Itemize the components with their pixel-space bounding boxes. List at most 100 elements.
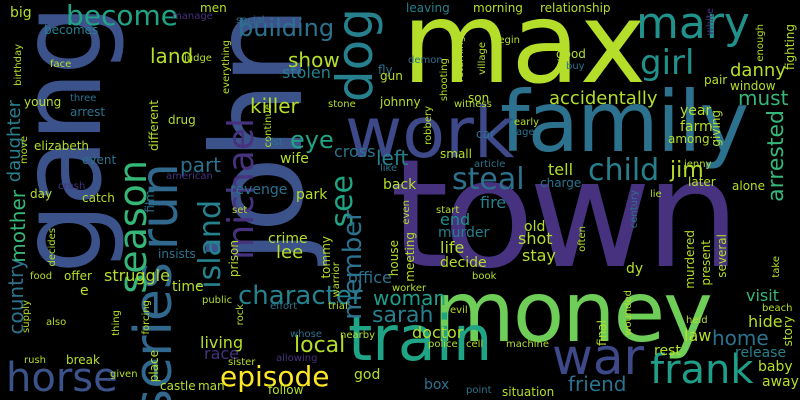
word-god: god [354, 367, 381, 383]
word-cell: cell [466, 339, 484, 350]
word-struggle: struggle [104, 266, 170, 285]
word-follow: follow [268, 383, 304, 397]
word-several: several [715, 234, 729, 278]
word-list: list [268, 137, 283, 148]
word-morning: morning [473, 1, 523, 15]
word-final: final [595, 320, 609, 346]
word-fire: fire [480, 193, 507, 212]
word-murder: murder [438, 225, 490, 241]
word-money: money [433, 263, 713, 361]
word-arrested: arrested [764, 110, 789, 202]
word-office: office [348, 268, 392, 287]
word-big: big [10, 5, 32, 21]
word-enough: enough [755, 24, 766, 62]
word-car: car [476, 127, 495, 141]
word-cross: cross [334, 142, 376, 161]
word-accidentally: accidentally [549, 88, 658, 109]
word-leaving: leaving [406, 1, 450, 15]
word-family: family [500, 73, 749, 171]
word-begin: begin [492, 35, 520, 46]
word-day: day [30, 187, 53, 201]
word-stone: stone [328, 99, 356, 110]
word-prison: prison [227, 240, 241, 278]
word-held: held [686, 315, 708, 326]
word-end: end [440, 210, 471, 229]
word-murdered: murdered [683, 230, 697, 289]
word-home: home [712, 326, 769, 350]
word-young: young [24, 95, 62, 109]
word-frank: frank [650, 347, 754, 393]
word-decides: decides [47, 228, 58, 267]
word-meeting: meeting [403, 232, 417, 282]
word-eye: eye [290, 126, 334, 154]
word-revenge: revenge [230, 182, 288, 198]
word-old: old [524, 219, 546, 235]
word-different: different [147, 100, 161, 151]
word-steal: steal [452, 162, 525, 197]
word-effort: effort [270, 301, 298, 312]
word-wife: wife [280, 151, 309, 167]
word-story: story [781, 316, 795, 347]
word-demon: demon [408, 55, 443, 66]
word-later: later [688, 175, 716, 189]
word-away: away [762, 374, 799, 390]
word-show: show [288, 48, 340, 72]
word-social: social [236, 15, 265, 26]
word-start: start [436, 205, 460, 216]
word-three: three [70, 93, 97, 104]
word-wounded: wounded [623, 290, 634, 336]
word-local: local [294, 333, 346, 358]
word-buy: buy [566, 61, 585, 72]
word-everything: everything [221, 40, 232, 94]
word-point: point [466, 385, 492, 396]
word-alone: alone [732, 179, 766, 193]
word-lie: lie [650, 189, 662, 200]
word-jim: jim [670, 158, 704, 183]
word-time: time [172, 279, 204, 295]
word-face: face [50, 59, 72, 70]
word-hide: hide [748, 312, 783, 331]
word-doctor: doctor [412, 323, 464, 342]
word-given: given [110, 369, 138, 380]
word-character: character [238, 281, 363, 311]
word-century: century [629, 190, 640, 229]
word-becomes: becomes [44, 23, 99, 37]
word-arrest: arrest [70, 105, 106, 119]
word-max: max [402, 0, 647, 109]
word-rock: rock [235, 304, 246, 326]
word-gun: gun [380, 69, 403, 83]
word-shot: shot [518, 229, 553, 248]
word-event: event [82, 153, 117, 167]
word-farm: farm [680, 119, 713, 135]
word-window: window [730, 79, 776, 93]
word-early: early [514, 117, 540, 128]
word-warrior: warrior [331, 262, 342, 298]
word-rush: rush [24, 355, 46, 366]
word-often: often [577, 226, 588, 252]
word-land: land [150, 44, 194, 68]
word-lee: lee [276, 242, 304, 263]
word-village: village [477, 42, 488, 75]
word-beach: beach [762, 303, 793, 314]
word-town: town [390, 128, 740, 302]
word-trial: trial [328, 301, 348, 312]
word-war: war [552, 328, 645, 386]
word-film: film [143, 190, 157, 213]
word-break: break [66, 353, 100, 367]
word-worker: worker [392, 283, 427, 294]
word-living: living [200, 333, 244, 352]
word-offer: offer [64, 269, 92, 283]
word-house: house [387, 240, 401, 277]
word-man: man [198, 379, 225, 393]
word-part: part [180, 153, 222, 177]
word-woman: woman [373, 286, 447, 310]
word-machine: machine [506, 339, 549, 350]
word-island: island [193, 200, 228, 289]
word-sister: sister [228, 357, 256, 368]
word-park: park [296, 187, 328, 203]
word-like: like [380, 163, 398, 174]
word-drug: drug [168, 113, 196, 127]
word-must: must [738, 86, 789, 110]
word-birthday: birthday [13, 44, 24, 86]
